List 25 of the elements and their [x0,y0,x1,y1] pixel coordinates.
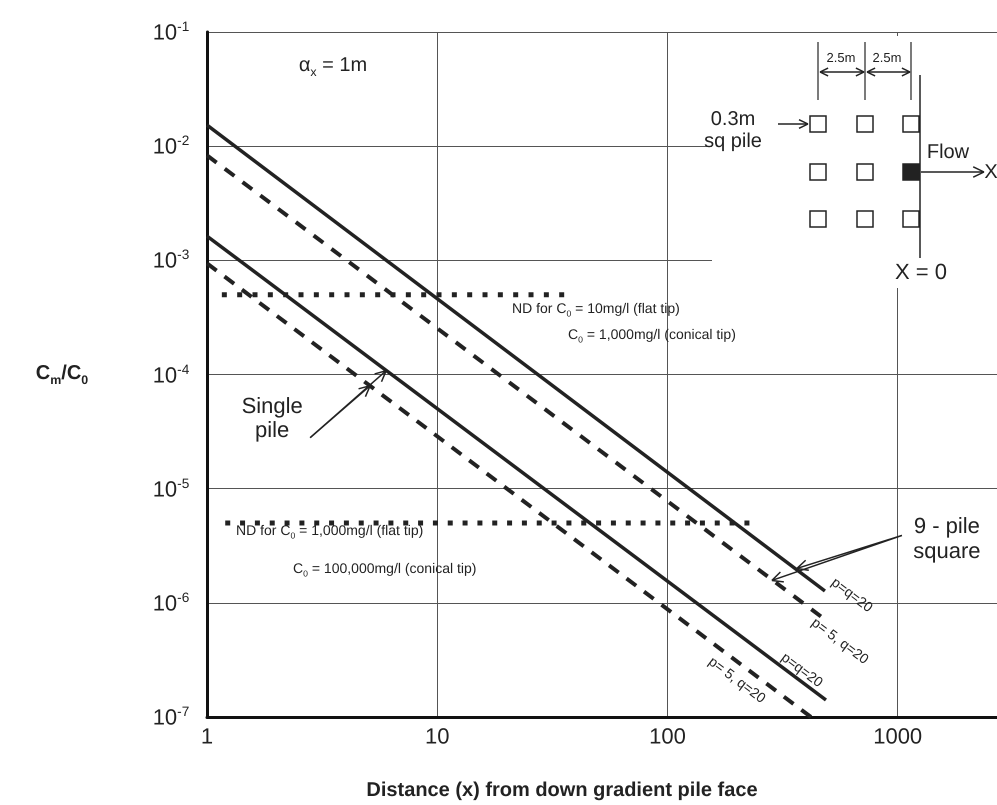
annotation: 2.5m [826,50,856,66]
annotation: Flow [926,141,970,163]
text: p= 5, q=20 [706,652,769,706]
y-tick-label: 10$^{-4}$ [152,362,190,388]
annotation: α$_{x}$ = 1m [298,54,368,80]
x-tick-label: 100 [649,724,686,748]
y-tick-label: 10$^{-5}$ [152,476,190,502]
text: p= 5, q=20 [808,614,872,668]
x-tick-label: 10 [424,724,450,748]
annotation: Single pile [240,392,304,442]
annotation: 2.5m [872,50,902,66]
annotation: X [984,161,997,183]
annotation: 9 - pile square [912,513,982,563]
annotation: X = 0 [895,258,947,284]
annotation: 0.3m sq pile [703,108,763,152]
x-tick-label: 1000 [873,724,922,748]
x-tick-label: 1 [200,724,214,748]
y-axis-title: C$_{m}$/C$_{0}$ [36,362,88,388]
annotation: ND for C$_{0}$ = 1,000mg/l (flat tip) [236,522,424,542]
y-tick-label: 10$^{-2}$ [152,133,190,159]
y-tick-label: 10$^{-6}$ [152,590,190,616]
y-tick-label: 10$^{-3}$ [152,248,190,274]
x-axis-title: Distance (x) from down gradient pile face [366,779,758,801]
y-tick-label: 10$^{-1}$ [152,19,190,45]
y-tick-label: 10$^{-7}$ [152,704,190,730]
